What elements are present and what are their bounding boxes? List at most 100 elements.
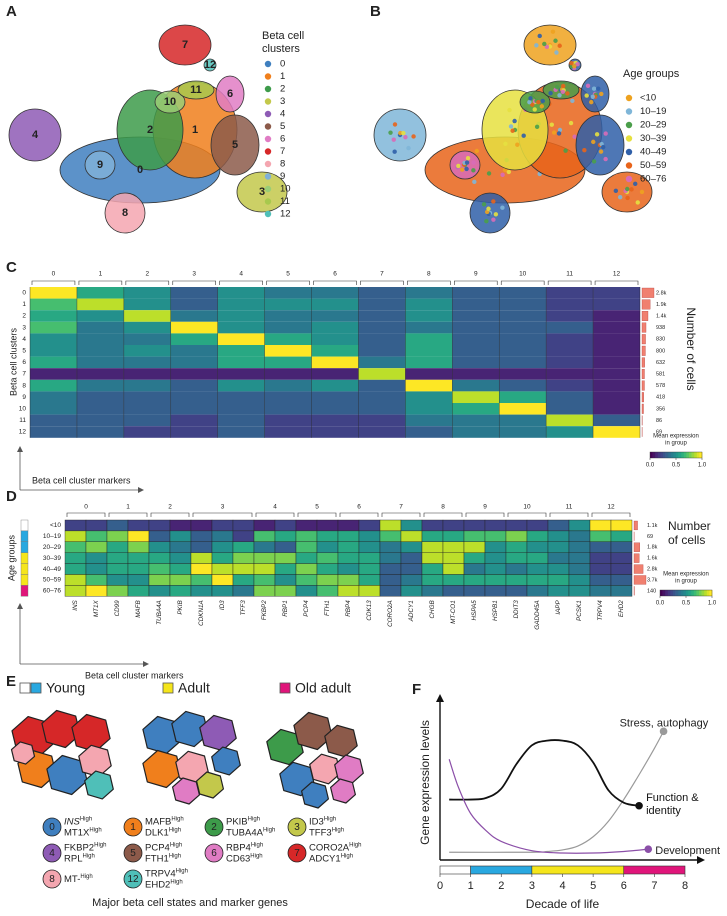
- row-label: 40–49: [43, 566, 61, 573]
- gene-label: IAPP: [555, 600, 562, 615]
- heat-cell: [295, 574, 318, 586]
- heat-cell: [452, 368, 500, 380]
- heat-cell: [217, 333, 265, 345]
- group-bracket: [549, 512, 589, 517]
- heat-cell: [264, 368, 312, 380]
- heat-cell: [358, 287, 406, 299]
- heat-cell: [505, 563, 528, 575]
- heat-cell: [405, 287, 453, 299]
- group-label: 1: [126, 504, 130, 511]
- gene-name: TFF3: [309, 827, 332, 838]
- colorbar-step: [694, 452, 698, 458]
- marker-gene: TFF3High: [309, 827, 344, 838]
- heat-cell: [30, 298, 77, 311]
- heat-cell: [123, 321, 171, 334]
- marker-gene: PKIBHigh: [226, 816, 260, 827]
- cell-cloud: [177, 80, 215, 100]
- group-label: 5: [315, 504, 319, 511]
- cell-dot: [481, 202, 487, 207]
- cell-dot: [471, 160, 476, 165]
- heat-cell: [593, 287, 640, 299]
- heat-cell: [526, 563, 549, 575]
- group-label: 3: [192, 271, 196, 278]
- heat-cell: [400, 519, 423, 532]
- legend-label: 20–29: [640, 120, 666, 131]
- heat-cell: [264, 414, 312, 427]
- heat-cell: [593, 333, 640, 345]
- state-swatch: [162, 682, 174, 694]
- cell-dot: [572, 63, 577, 69]
- heat-cell: [217, 391, 265, 403]
- legend-swatch: [625, 121, 633, 129]
- count-bar: [633, 575, 647, 585]
- heat-cell: [85, 519, 108, 532]
- legend-label: 10: [280, 184, 291, 195]
- heat-cell: [76, 368, 124, 380]
- cell-dot: [472, 179, 477, 185]
- group-bracket: [125, 280, 170, 285]
- cell-dot: [639, 189, 645, 195]
- cell-dot: [532, 107, 537, 112]
- row-label: 4: [22, 336, 26, 343]
- gene-label: MAFB: [135, 600, 142, 618]
- heat-cell: [106, 585, 129, 597]
- heat-cell: [232, 541, 255, 553]
- heat-cell: [547, 530, 570, 543]
- heat-cell: [190, 585, 213, 597]
- colorbar-step: [665, 590, 669, 596]
- cell-dot: [474, 148, 480, 154]
- heat-cell: [76, 356, 124, 369]
- heat-cell: [106, 530, 129, 543]
- cell-dot: [572, 134, 577, 139]
- cell-dot: [557, 127, 563, 133]
- heat-cell: [546, 368, 594, 380]
- colorbar-step: [670, 590, 674, 596]
- group-bracket: [78, 280, 123, 285]
- heat-cell: [568, 585, 591, 597]
- cell-dot: [403, 134, 408, 140]
- end-marker: [644, 845, 653, 853]
- group-bracket: [297, 512, 337, 517]
- heat-cell: [106, 563, 129, 575]
- heat-cell: [442, 585, 465, 597]
- cell-dot: [554, 50, 559, 55]
- marker-cluster: 0: [49, 822, 55, 833]
- heat-cell: [170, 298, 218, 311]
- end-marker: [635, 801, 643, 810]
- cell-dot: [591, 159, 597, 164]
- heat-cell: [211, 574, 234, 586]
- group-label: 0: [84, 504, 88, 511]
- heat-cell: [358, 574, 381, 586]
- row-label: 3: [22, 324, 26, 331]
- group-label: 4: [239, 271, 243, 278]
- row-label: 1: [22, 301, 26, 308]
- heat-cell: [546, 310, 594, 322]
- count-title: Number: [668, 519, 711, 533]
- cluster-label: 11: [190, 84, 202, 96]
- colorbar-step: [689, 452, 692, 458]
- cell-dot: [633, 181, 638, 187]
- heat-cell: [30, 287, 77, 299]
- heat-cell: [170, 333, 218, 345]
- heat-cell: [316, 585, 339, 597]
- colorbar-step: [673, 590, 676, 596]
- colorbar-step: [670, 452, 674, 458]
- marker-gene: FKBP2High: [64, 842, 106, 853]
- cluster-label: 12: [204, 59, 216, 71]
- gene-label: CORO2A: [387, 600, 394, 627]
- heat-cell: [264, 310, 312, 322]
- gene-sup: High: [170, 879, 182, 885]
- marker-gene: PCP4High: [145, 842, 182, 853]
- cell-dot: [635, 200, 640, 205]
- marker-cluster: 12: [127, 874, 139, 885]
- heat-cell: [610, 530, 633, 543]
- heat-cell: [568, 541, 591, 553]
- gene-sup: High: [170, 842, 182, 848]
- heat-cell: [123, 345, 171, 357]
- colorbar-step: [688, 590, 692, 596]
- heat-cell: [405, 310, 453, 322]
- heat-cell: [64, 585, 87, 597]
- heat-cell: [358, 298, 406, 311]
- heat-cell: [170, 368, 218, 380]
- heat-cell: [593, 321, 640, 334]
